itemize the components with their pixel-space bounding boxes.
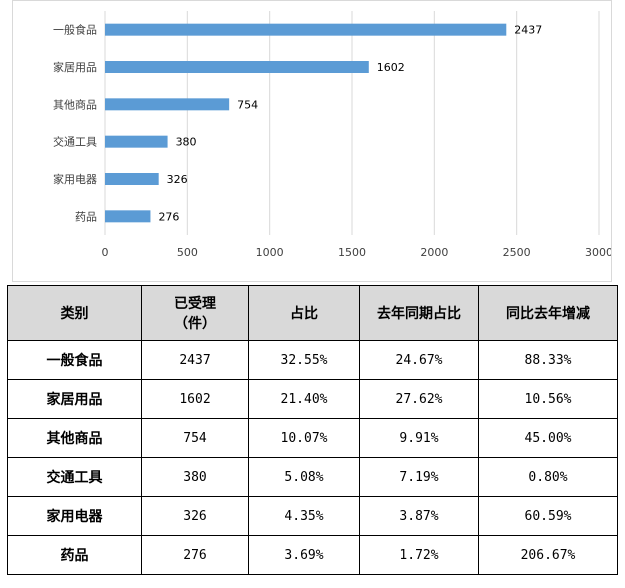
category-label: 药品 [75,210,97,223]
table-cell-category: 其他商品 [7,418,142,458]
table-row: 其他商品 754 10.07% 9.91% 45.00% [7,418,618,458]
x-tick-label: 1500 [338,246,366,259]
table-cell: 754 [141,418,249,458]
data-table: 类别 已受理 （件） 占比 去年同期占比 同比去年增减 一般食品 2437 32.55… [7,285,618,575]
header-share: 占比 [248,285,360,341]
x-tick-label: 0 [102,246,109,259]
table-row: 家居用品 1602 21.40% 27.62% 10.56% [7,379,618,419]
bar [105,173,159,185]
table-row: 家用电器 326 4.35% 3.87% 60.59% [7,496,618,536]
table-cell: 276 [141,535,249,575]
header-accepted: 已受理 （件） [141,285,249,341]
table-cell: 27.62% [359,379,479,419]
category-label: 家居用品 [53,60,97,74]
x-tick-label: 1000 [256,246,284,259]
bar [105,98,230,111]
table-cell-category: 交通工具 [7,457,142,497]
table-cell: 45.00% [478,418,618,458]
x-tick-label: 3000 [585,246,611,259]
table-cell: 9.91% [359,418,479,458]
table-cell: 380 [141,457,249,497]
table-cell: 0.80% [478,457,618,497]
table-cell: 326 [141,496,249,536]
data-label: 2437 [514,24,542,37]
header-yoy-change: 同比去年增减 [478,285,618,341]
bar-chart: 0 500 1000 1500 2000 2500 3000 一般食品 2437 家居用品 1602… [12,0,612,282]
table-row: 一般食品 2437 32.55% 24.67% 88.33% [7,340,618,380]
bar [105,23,507,36]
table-body: 一般食品 2437 32.55% 24.67% 88.33% 家居用品 1602 21.40%… [7,340,618,575]
x-tick-label: 2000 [420,246,448,259]
table-cell: 4.35% [248,496,360,536]
category-label: 家用电器 [53,172,97,186]
table-cell: 1.72% [359,535,479,575]
table-cell-category: 家居用品 [7,379,142,419]
header-last-year-share: 去年同期占比 [359,285,479,341]
data-label: 326 [167,173,188,186]
table-cell-category: 一般食品 [7,340,142,380]
x-tick-label: 2500 [503,246,531,259]
data-label: 380 [176,136,197,149]
table-cell: 7.19% [359,457,479,497]
table-cell: 5.08% [248,457,360,497]
table-cell: 3.87% [359,496,479,536]
bar-chart-svg: 0 500 1000 1500 2000 2500 3000 一般食品 2437 家居用品 1602… [53,11,611,259]
bar [105,135,168,148]
table-row: 药品 276 3.69% 1.72% 206.67% [7,535,618,575]
table-cell-category: 药品 [7,535,142,575]
table-cell: 10.07% [248,418,360,458]
table-cell: 24.67% [359,340,479,380]
table-cell: 88.33% [478,340,618,380]
category-label: 其他商品 [53,97,97,111]
table-cell: 2437 [141,340,249,380]
header-category: 类别 [7,285,142,341]
data-label: 276 [158,210,179,223]
bar [105,61,369,73]
table-cell-category: 家用电器 [7,496,142,536]
table-cell: 60.59% [478,496,618,536]
data-label: 1602 [377,61,405,74]
table-cell: 10.56% [478,379,618,419]
table-cell: 206.67% [478,535,618,575]
table-cell: 21.40% [248,379,360,419]
table-cell: 32.55% [248,340,360,380]
table-cell: 1602 [141,379,249,419]
table-row: 交通工具 380 5.08% 7.19% 0.80% [7,457,618,497]
data-label: 754 [237,98,258,111]
bar [105,210,151,223]
category-label: 交通工具 [53,135,97,149]
x-tick-label: 500 [177,246,198,259]
table-cell: 3.69% [248,535,360,575]
table-header-row: 类别 已受理 （件） 占比 去年同期占比 同比去年增减 [7,285,618,341]
category-label: 一般食品 [53,23,97,37]
